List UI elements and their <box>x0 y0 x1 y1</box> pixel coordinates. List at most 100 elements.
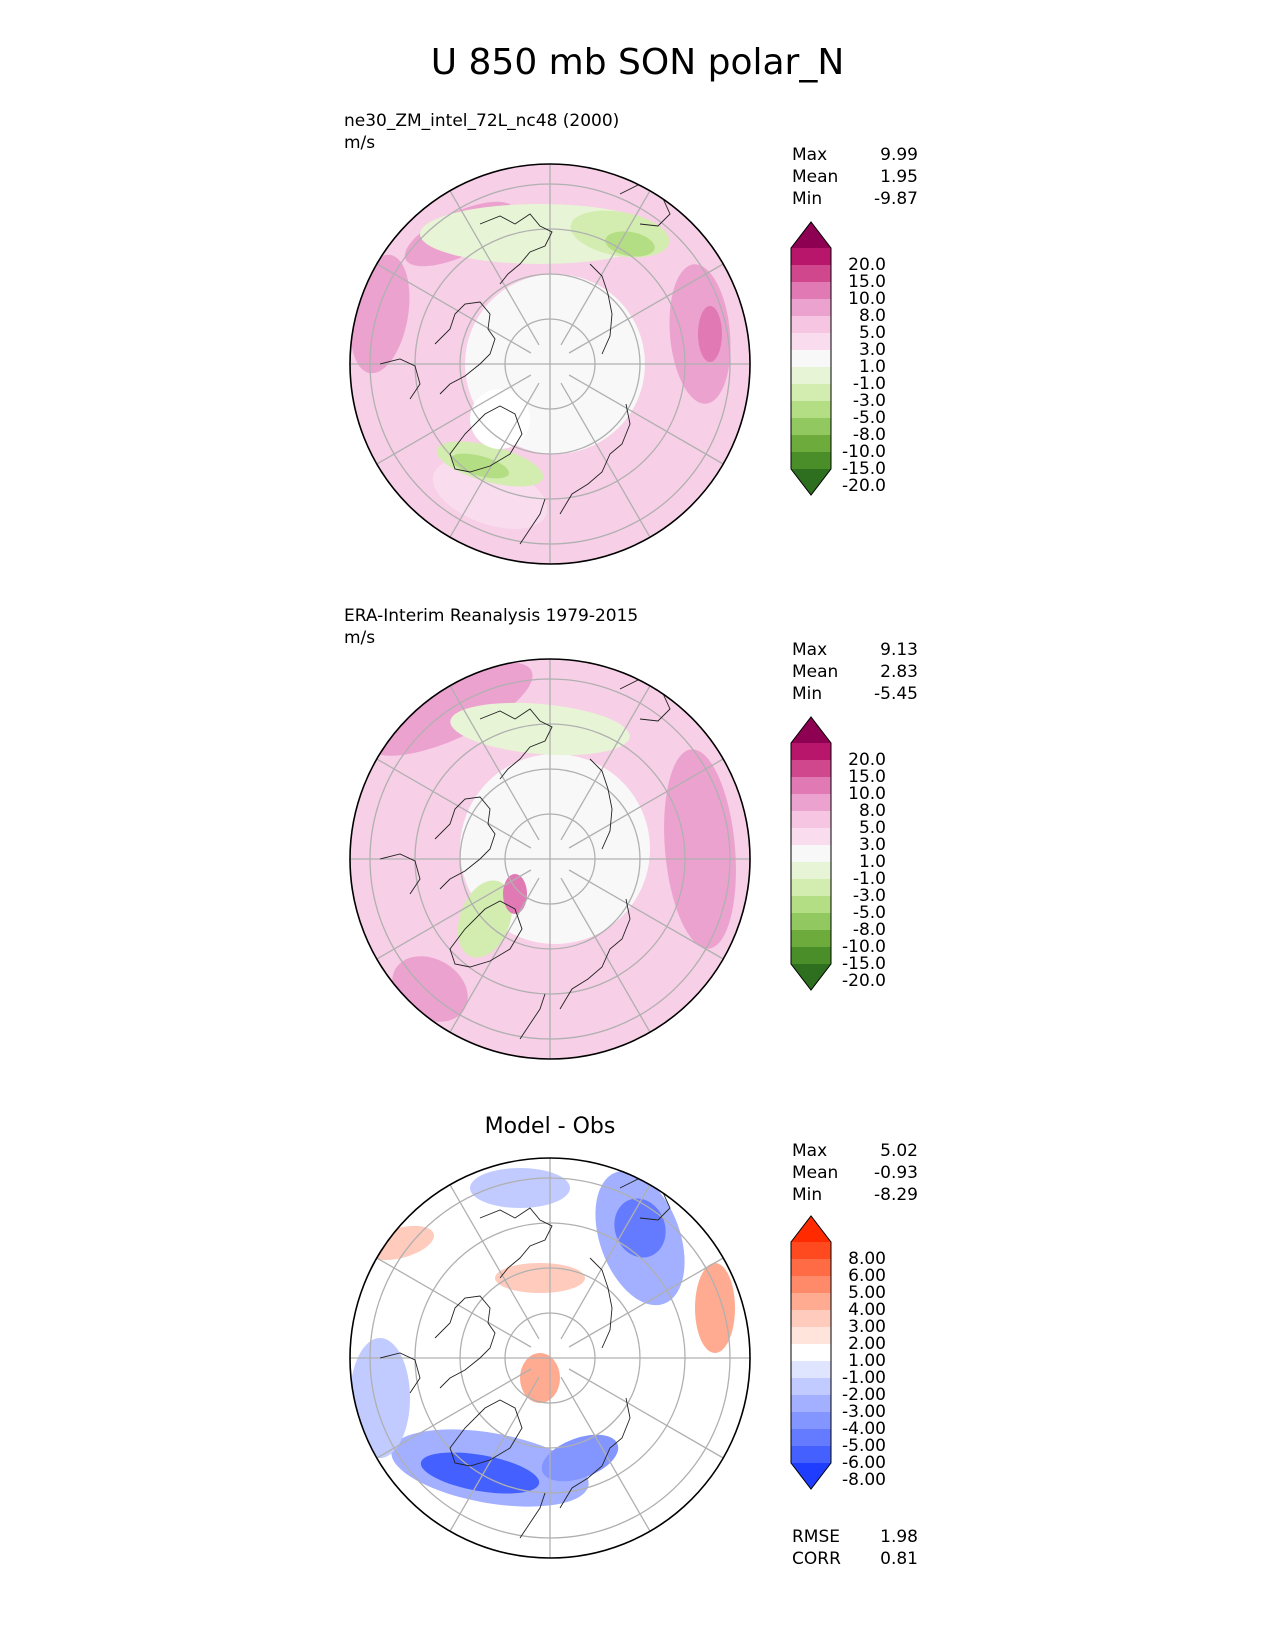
meridian-line <box>560 190 651 346</box>
stat-mean: Mean -0.93 <box>792 1163 918 1183</box>
colorbar-tick-label: 6.00 <box>848 1266 886 1286</box>
colorbar-top-extend <box>791 222 831 248</box>
meridian-line <box>449 1184 540 1340</box>
colorbar-band <box>791 828 831 845</box>
coastline <box>434 301 496 395</box>
stat-rmse: RMSE 1.98 <box>792 1527 918 1547</box>
meridian-line <box>376 1368 532 1459</box>
colorbar-band <box>791 299 831 316</box>
colorbar-tick-label: 3.0 <box>858 835 886 855</box>
meridian-line <box>376 263 532 354</box>
meridian-line <box>568 374 724 465</box>
stat-min: Min -9.87 <box>792 189 918 209</box>
colorbar-band <box>791 947 831 964</box>
colorbar-tick-label: -5.0 <box>852 408 886 428</box>
colorbar-band <box>791 1412 831 1429</box>
coastline <box>479 1207 553 1279</box>
colorbar <box>790 716 832 991</box>
colorbar-band <box>791 1361 831 1378</box>
colorbar-tick-label: -8.0 <box>852 920 886 940</box>
colorbar-tick-label: -6.00 <box>842 1453 886 1473</box>
panel-obs: ERA-Interim Reanalysis 1979-2015 m/s Max… <box>0 605 1275 1105</box>
colorbar-outline <box>790 716 832 991</box>
colorbar-tick-label: -10.0 <box>842 442 886 462</box>
colorbar-band <box>791 265 831 282</box>
colorbar-band <box>791 418 831 435</box>
colorbar-band <box>791 811 831 828</box>
contour-region <box>495 1263 585 1293</box>
colorbar-tick-label: -3.0 <box>852 886 886 906</box>
colorbar-tick-label: 15.0 <box>848 272 886 292</box>
colorbar-band <box>791 760 831 777</box>
contour-region <box>541 1434 619 1482</box>
colorbar-bottom-extend <box>791 1463 831 1489</box>
stat-mean: Mean 1.95 <box>792 167 918 187</box>
colorbar-band <box>791 930 831 947</box>
coastline <box>449 1399 523 1467</box>
contour-region <box>457 880 513 958</box>
stat-mean: Mean 2.83 <box>792 662 918 682</box>
colorbar-band <box>791 743 831 760</box>
meridian-line <box>560 1184 651 1340</box>
meridian-line <box>568 869 724 960</box>
contour-region <box>695 1263 735 1353</box>
polar-map <box>349 658 751 1060</box>
colorbar-band <box>791 435 831 452</box>
colorbar-tick-label: -15.0 <box>842 459 886 479</box>
coastline <box>589 758 613 850</box>
stat-max: Max 9.13 <box>792 640 918 660</box>
contour-region <box>698 306 722 362</box>
colorbar-tick-label: -5.0 <box>852 903 886 923</box>
coastline <box>379 358 421 400</box>
coastline <box>619 678 671 722</box>
colorbar-band <box>791 862 831 879</box>
colorbar-band <box>791 1429 831 1446</box>
map-field <box>350 1158 750 1558</box>
figure-title: U 850 mb SON polar_N <box>430 42 845 83</box>
colorbar-tick-label: -3.00 <box>842 1402 886 1422</box>
colorbar-bottom-extend <box>791 964 831 990</box>
colorbar-tick-label: 5.0 <box>858 323 886 343</box>
colorbar-tick-label: -5.00 <box>842 1436 886 1456</box>
colorbar-band <box>791 282 831 299</box>
colorbar-tick-label: 1.0 <box>858 852 886 872</box>
colorbar-tick-label: 2.00 <box>848 1334 886 1354</box>
contour-region <box>470 1168 570 1208</box>
contour-region <box>350 1338 410 1458</box>
coastline <box>589 263 613 355</box>
colorbar-band <box>791 896 831 913</box>
colorbar-tick-label: -20.0 <box>842 476 886 496</box>
meridian-line <box>449 1376 540 1532</box>
colorbar-top-extend <box>791 717 831 743</box>
colorbar-tick-label: 3.0 <box>858 340 886 360</box>
meridian-line <box>449 382 540 538</box>
colorbar-band <box>791 384 831 401</box>
meridian-line <box>376 758 532 849</box>
colorbar-tick-label: -8.0 <box>852 425 886 445</box>
panel-diff: Model - Obs Max 5.02 Mean -0.93 Min -8.29 8… <box>0 1114 1275 1618</box>
colorbar-tick-label: 20.0 <box>848 255 886 275</box>
colorbar-tick-label: -3.0 <box>852 391 886 411</box>
coastline <box>479 213 553 285</box>
meridian-line <box>568 263 724 354</box>
colorbar-tick-label: 8.00 <box>848 1249 886 1269</box>
map-boundary <box>349 658 751 1060</box>
map-boundary <box>349 163 751 565</box>
score-box: RMSE 1.98 CORR 0.81 <box>792 1526 918 1570</box>
colorbar-tick-label: -1.0 <box>852 869 886 889</box>
colorbar-tick-label: 20.0 <box>848 750 886 770</box>
meridian-line <box>560 382 651 538</box>
coastline <box>479 708 553 780</box>
colorbar-band <box>791 350 831 367</box>
coastline <box>519 993 546 1040</box>
contour-region <box>614 1198 666 1258</box>
coastline <box>434 796 496 890</box>
stat-max: Max 5.02 <box>792 1141 918 1161</box>
colorbar <box>790 221 832 496</box>
meridian-line <box>560 1376 651 1532</box>
colorbar-band <box>791 1446 831 1463</box>
map-field <box>350 659 750 1059</box>
colorbar-band <box>791 1395 831 1412</box>
colorbar-bottom-extend <box>791 469 831 495</box>
colorbar-band <box>791 367 831 384</box>
